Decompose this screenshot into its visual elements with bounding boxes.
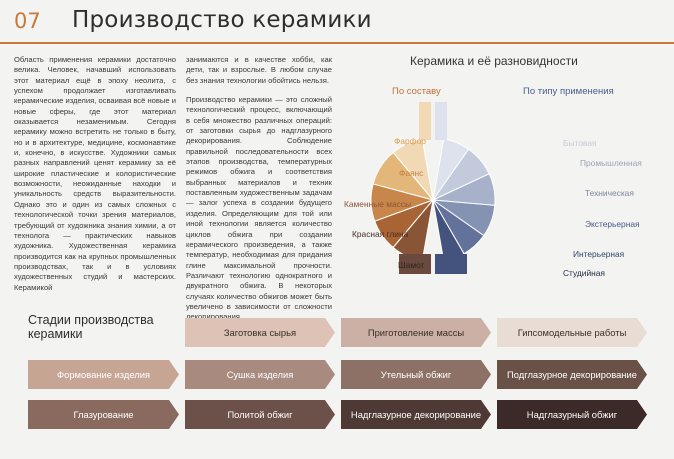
stage-label: Надглазурный обжиг [526,409,618,420]
label-faience: Фаянс [399,168,424,178]
stage-plaster-modeling: Гипсомодельные работы [497,318,647,347]
label-chamotte: Шамот [398,260,425,270]
label-porcelain: Фарфор [394,136,426,146]
body-column-1: Область применения керамики достаточно в… [14,55,176,293]
stage-label: Политой обжиг [227,409,293,420]
stage-raw-material: Заготовка сырья [185,318,335,347]
vase-left-base [399,254,431,274]
vase-right-half [431,102,496,274]
stages-title: Стадии производства керамики [28,313,154,341]
stage-underglaze-decoration: Подглазурное декорирование [497,360,647,389]
stage-glazing: Глазурование [28,400,179,429]
page-header: 07 Производство керамики [0,0,674,46]
stage-overglaze-decoration: Надглазурное декорирование [341,400,491,429]
stage-overglaze-firing: Надглазурный обжиг [497,400,647,429]
chapter-number: 07 [14,9,41,33]
stage-label: Утельный обжиг [380,369,452,380]
label-industrial: Промышленная [580,158,642,168]
chart-caption-application: По типу применения [523,86,614,97]
vase-left-neck [419,102,431,140]
stage-label: Гипсомодельные работы [517,327,627,338]
body-paragraph: занимаются и в качестве хобби, как дети,… [186,55,332,85]
stage-label: Сушка изделия [226,369,294,380]
stage-glaze-firing: Политой обжиг [185,400,335,429]
label-technical: Техническая [585,188,634,198]
label-exterior: Экстерьерная [585,219,640,229]
stage-label: Подглазурное декорирование [507,369,637,380]
label-stoneware: Каменные массы [344,199,412,209]
body-paragraph: Область применения керамики достаточно в… [14,55,176,292]
stage-label: Заготовка сырья [223,327,297,338]
stages-title-line: Стадии производства [28,313,154,327]
vase-diagram [370,102,496,274]
chart-title: Керамика и её разновидности [410,54,578,68]
stage-label: Формование изделия [56,369,151,380]
stage-bisque-firing: Утельный обжиг [341,360,491,389]
stage-label: Приготовление массы [367,327,465,338]
stage-label: Глазурование [73,409,134,420]
label-studio: Студийная [563,268,605,278]
vase-right-base [435,254,467,274]
stage-mass-preparation: Приготовление массы [341,318,491,347]
stage-forming: Формование изделия [28,360,179,389]
header-rule [0,42,674,44]
body-paragraph: Производство керамики — это сложный техн… [186,95,332,322]
label-household: Бытовая [563,138,597,148]
stage-drying: Сушка изделия [185,360,335,389]
page-title: Производство керамики [72,7,372,33]
vase-left-half [370,102,435,274]
stages-title-line: керамики [28,327,83,341]
chart-caption-composition: По составу [392,86,441,97]
vase-right-neck [435,102,447,140]
label-interior: Интерьерная [573,249,625,259]
label-red-clay: Красная глина [352,229,409,239]
stage-label: Надглазурное декорирование [350,409,482,420]
body-column-2: занимаются и в качестве хобби, как дети,… [186,55,332,332]
